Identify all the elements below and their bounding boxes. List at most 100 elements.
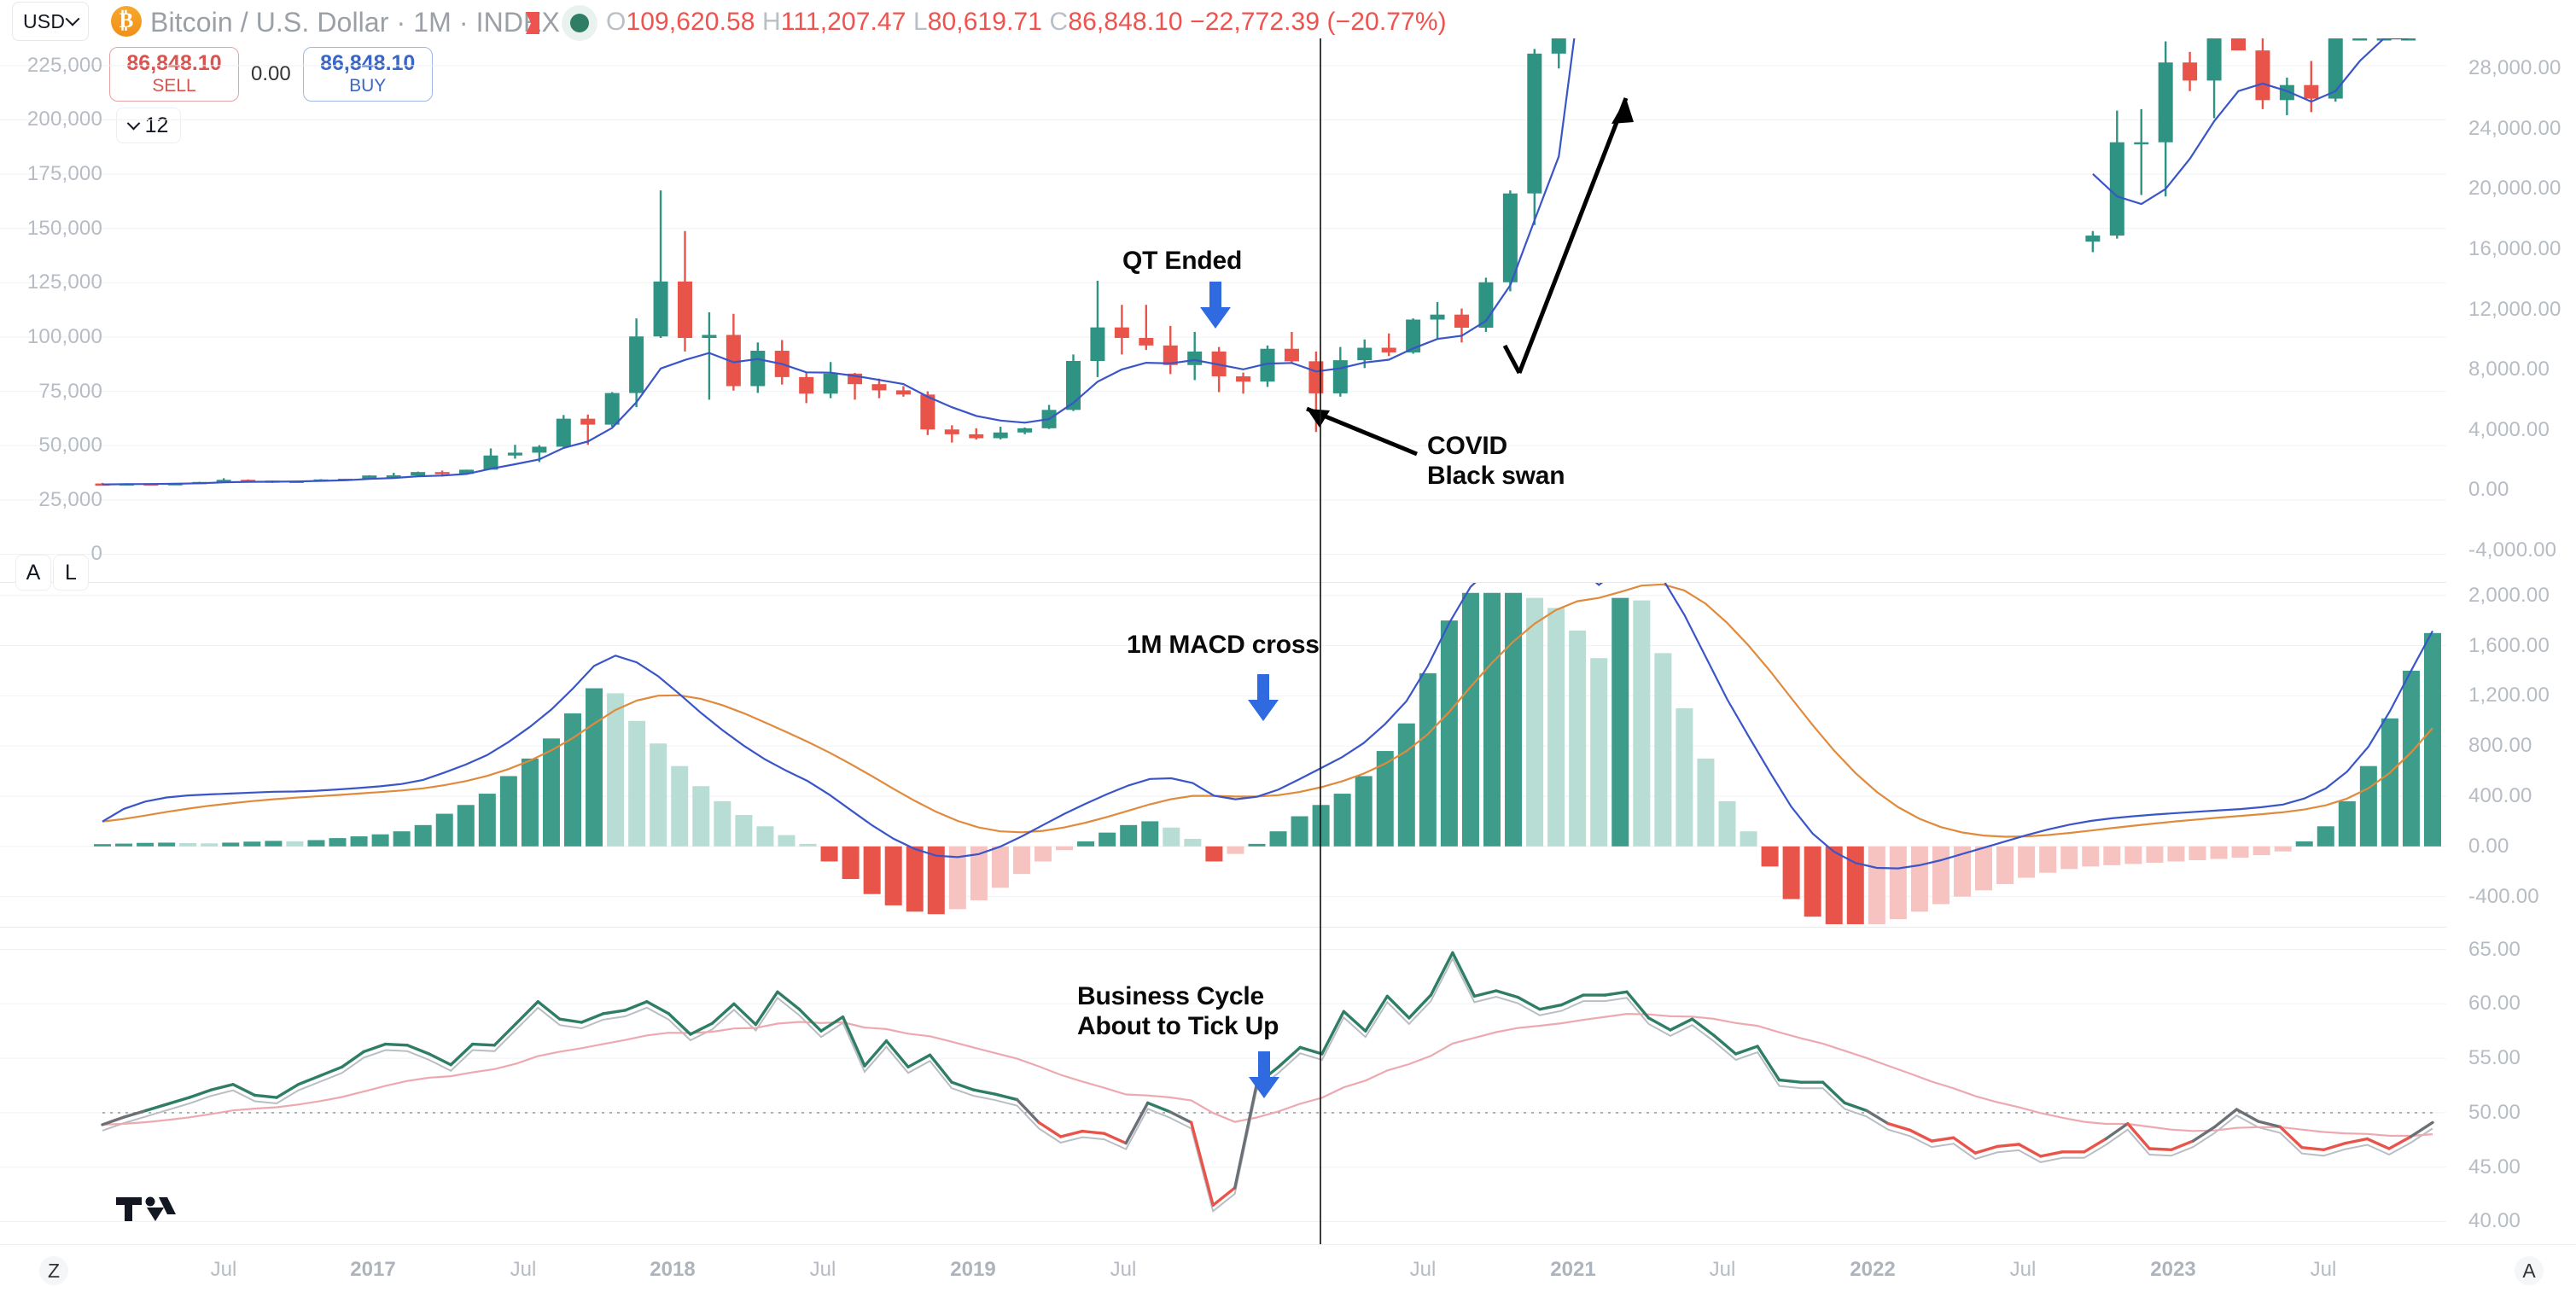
moving-average-line-right [2092, 38, 2409, 206]
time-axis-month-tick: Jul [2009, 1258, 2037, 1281]
ohlc-high-key: H [762, 8, 781, 36]
cycle-axis-right-tick: 55.00 [2468, 1046, 2521, 1070]
time-axis-year-tick: 2019 [950, 1258, 996, 1281]
macd-histogram [94, 592, 2441, 924]
candlestick-series-right [2085, 38, 2416, 253]
time-axis-month-tick: Jul [1409, 1258, 1437, 1281]
macd-line [102, 583, 2433, 870]
buy-price: 86,848.10 [320, 51, 416, 76]
cycle-axis-right-tick: 65.00 [2468, 937, 2521, 961]
price-axis-left-tick: 25,000 [38, 487, 102, 511]
pmi-moving-average-line [102, 1012, 2433, 1138]
price-axis-right-tick: 0.00 [2468, 478, 2509, 502]
pane-divider[interactable] [0, 927, 2576, 928]
sell-button[interactable]: 86,848.10 SELL [109, 47, 239, 102]
trend-arrow-annotation [1502, 97, 1634, 375]
qt-ended-arrow-icon [1198, 282, 1233, 329]
time-axis-year-tick: 2021 [1550, 1258, 1596, 1281]
lock-button[interactable]: L [53, 555, 89, 591]
ohlc-open-key: O [606, 8, 627, 36]
time-axis-month-tick: Jul [510, 1258, 537, 1281]
zoom-reset-button[interactable]: Z [39, 1256, 68, 1285]
sell-price: 86,848.10 [126, 51, 222, 76]
cycle-axis-right-tick: 60.00 [2468, 992, 2521, 1016]
price-axis-left-tick: 0 [90, 542, 102, 566]
bitcoin-icon: ₿ [111, 6, 142, 37]
ohlc-low-value: 80,619.71 [927, 8, 1043, 36]
macd-axis-right-tick: -400.00 [2468, 884, 2539, 908]
price-chart-pane[interactable] [0, 38, 2446, 580]
business-cycle-pane[interactable] [0, 928, 2446, 1243]
indicator-length-box[interactable]: 12 [116, 108, 181, 143]
macd-cross-annotation: 1M MACD cross [1127, 631, 1320, 659]
indicator-length-value: 12 [144, 113, 169, 137]
price-axis-left-tick: 225,000 [26, 53, 102, 77]
alert-button[interactable]: A [15, 555, 51, 591]
price-axis-left-tick: 50,000 [38, 434, 102, 457]
time-axis-year-tick: 2017 [350, 1258, 396, 1281]
macd-axis-right-tick: 800.00 [2468, 734, 2532, 758]
price-axis-left-tick: 175,000 [26, 162, 102, 186]
time-axis-month-tick: Jul [1110, 1258, 1137, 1281]
candlestick-icon[interactable] [526, 10, 546, 36]
time-axis-month-tick: Jul [210, 1258, 237, 1281]
price-axis-right-tick: 12,000.00 [2468, 297, 2561, 321]
symbol-title[interactable]: Bitcoin / U.S. Dollar · 1M · INDEX [150, 7, 560, 38]
qt-ended-annotation: QT Ended [1122, 247, 1243, 275]
macd-axis-right-tick: 0.00 [2468, 834, 2509, 858]
covid-black-swan-annotation: COVID Black swan [1427, 432, 1565, 491]
pmi-line [101, 951, 2434, 1208]
price-axis-right-tick: 20,000.00 [2468, 177, 2561, 201]
cycle-axis-right-tick: 45.00 [2468, 1155, 2521, 1179]
market-open-dot [570, 14, 589, 32]
macd-signal-line [102, 583, 2433, 838]
price-axis-right-tick: 4,000.00 [2468, 417, 2550, 441]
pane-divider[interactable] [0, 582, 2576, 583]
cycle-axis-right-tick: 50.00 [2468, 1100, 2521, 1124]
time-axis-month-tick: Jul [2310, 1258, 2337, 1281]
price-axis-right-tick: 28,000.00 [2468, 56, 2561, 80]
time-axis-year-tick: 2022 [1850, 1258, 1896, 1281]
chart-header: USD ₿ Bitcoin / U.S. Dollar · 1M · INDEX… [0, 0, 2576, 44]
price-axis-left-tick: 125,000 [26, 271, 102, 294]
ohlc-high-value: 111,207.47 [780, 8, 906, 36]
price-axis-left-tick: 100,000 [26, 324, 102, 348]
macd-cross-arrow-icon [1246, 674, 1280, 722]
price-axis-gutter[interactable] [2446, 0, 2576, 1292]
currency-selector-label: USD [23, 9, 66, 32]
buy-button[interactable]: 86,848.10 BUY [302, 47, 433, 102]
time-axis-year-tick: 2023 [2150, 1258, 2196, 1281]
price-axis-left-tick: 75,000 [38, 379, 102, 403]
business-cycle-arrow-icon [1247, 1051, 1281, 1099]
macd-axis-right-tick: 2,000.00 [2468, 583, 2550, 607]
buy-label: BUY [349, 75, 387, 96]
price-axis-right-tick: -4,000.00 [2468, 538, 2557, 562]
macd-chart-pane[interactable] [0, 583, 2446, 924]
spread-value: 0.00 [251, 62, 291, 85]
price-axis-right-tick: 24,000.00 [2468, 116, 2561, 140]
chevron-down-icon [65, 11, 80, 26]
candlestick-series [95, 38, 1566, 486]
price-axis-left-tick: 150,000 [26, 216, 102, 240]
ohlc-open-value: 109,620.58 [626, 8, 755, 36]
ohlc-close-key: C [1049, 8, 1069, 36]
currency-selector[interactable]: USD [12, 2, 89, 41]
time-axis-month-tick: Jul [1709, 1258, 1736, 1281]
cycle-axis-right-tick: 40.00 [2468, 1209, 2521, 1233]
ohlc-close-value: 86,848.10 [1068, 8, 1183, 36]
auto-scale-button[interactable]: A [2515, 1256, 2544, 1285]
trade-buttons: 86,848.10 SELL 0.00 86,848.10 BUY [109, 47, 433, 102]
macd-axis-right-tick: 1,200.00 [2468, 684, 2550, 707]
business-cycle-annotation: Business Cycle About to Tick Up [1077, 982, 1279, 1041]
ohlc-change: −22,772.39 (−20.77%) [1190, 8, 1447, 36]
time-axis-year-tick: 2018 [650, 1258, 696, 1281]
time-axis[interactable] [0, 1244, 2576, 1292]
tradingview-logo[interactable] [116, 1190, 178, 1228]
ohlc-low-key: L [912, 8, 928, 36]
price-axis-right-tick: 16,000.00 [2468, 236, 2561, 260]
crosshair-vertical-line [1320, 38, 1321, 1246]
sell-label: SELL [152, 75, 196, 96]
macd-axis-right-tick: 1,600.00 [2468, 633, 2550, 657]
ohlc-readout: O109,620.58 H111,207.47 L80,619.71 C86,8… [606, 8, 1447, 37]
price-axis-right-tick: 8,000.00 [2468, 358, 2550, 381]
